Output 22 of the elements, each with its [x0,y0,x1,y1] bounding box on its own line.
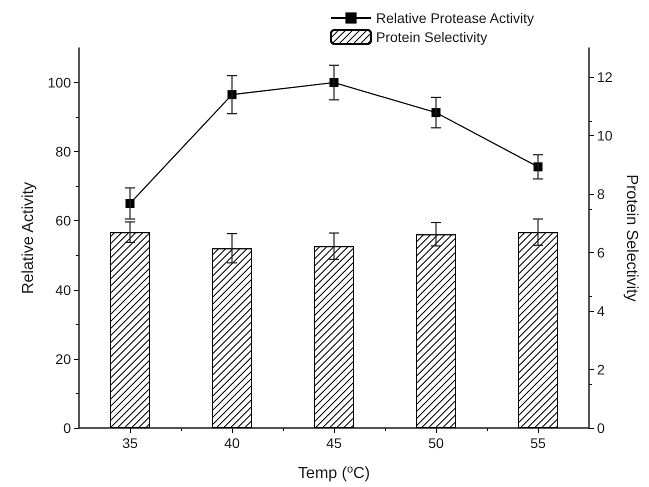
legend-label: Protein Selectivity [376,29,488,45]
y2-tick-label: 2 [597,362,605,378]
x-tick-label: 40 [224,435,240,451]
x-tick-label: 50 [428,435,444,451]
x-tick-label: 45 [326,435,342,451]
y2-tick-label: 0 [597,420,605,436]
y2-tick-label: 6 [597,244,605,261]
y2-axis-title: Protein Selectivity [622,174,640,302]
y2-tick-label: 10 [597,128,613,144]
x-tick-label: 35 [122,435,138,451]
legend-label: Relative Protease Activity [376,10,534,26]
y-tick-label: 100 [48,74,72,91]
y-axis-title: Relative Activity [20,182,38,294]
y2-tick-label: 12 [597,69,613,86]
x-tick-label: 55 [530,435,546,451]
y2-tick-label: 8 [597,186,605,202]
y-tick-label: 0 [63,420,72,436]
y-tick-label: 80 [55,144,72,160]
y-tick-label: 40 [55,282,72,298]
y-tick-label: 60 [55,212,72,229]
y-tick-label: 20 [55,350,72,367]
y2-tick-label: 4 [597,303,605,320]
